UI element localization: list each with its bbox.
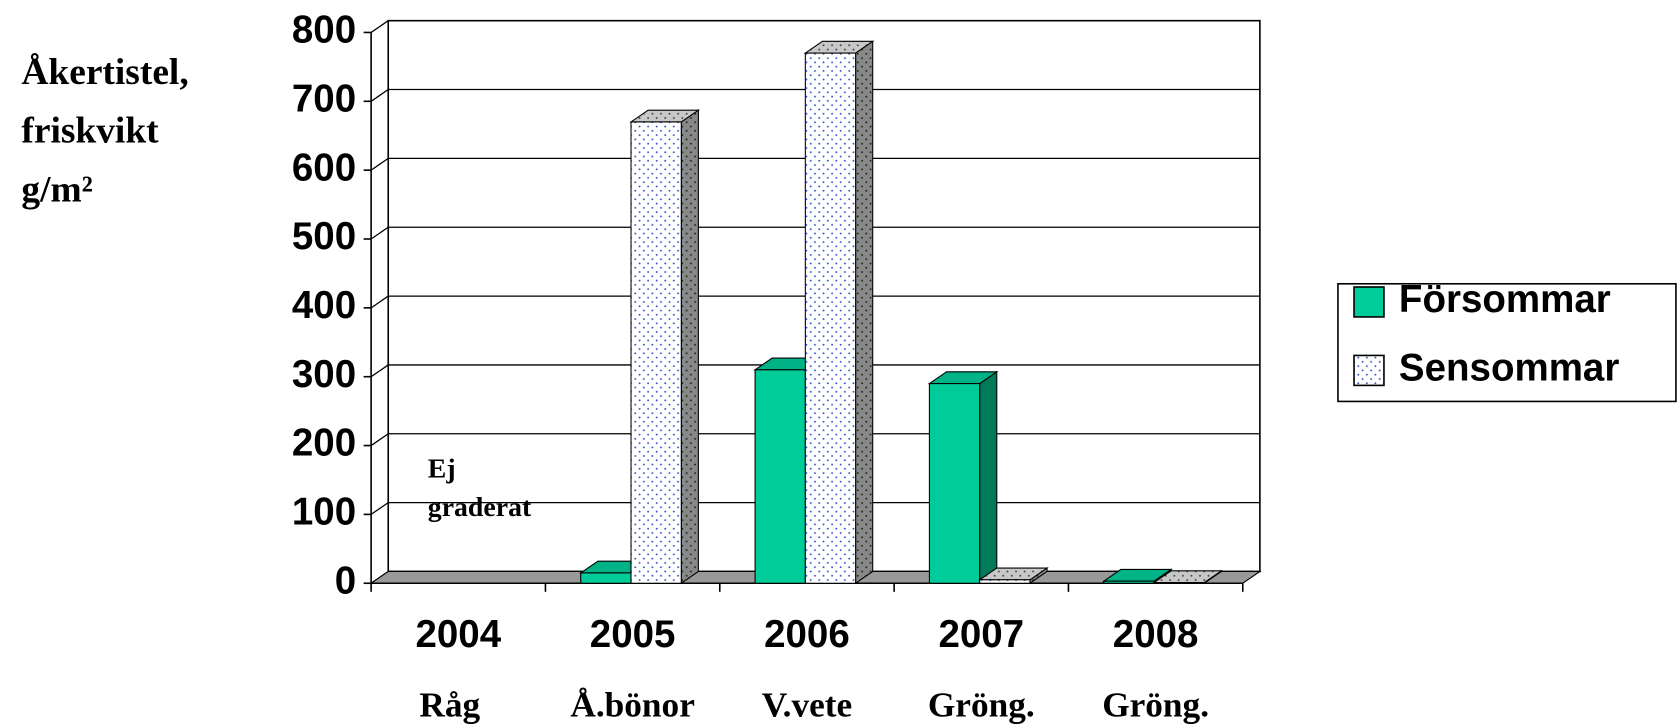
legend-label: Sensommar bbox=[1399, 347, 1619, 390]
y-axis-label: friskvikt bbox=[21, 111, 159, 152]
x-tick-label: 2007 bbox=[938, 613, 1024, 656]
x-tick-label: 2006 bbox=[764, 613, 850, 656]
grid-line bbox=[370, 88, 1260, 102]
bar bbox=[979, 579, 1031, 584]
bar-side bbox=[855, 40, 874, 585]
y-axis-label: Åkertistel, bbox=[21, 52, 188, 93]
x-tick-label: 2004 bbox=[415, 613, 501, 656]
bar bbox=[804, 52, 857, 584]
y-tick-label: 500 bbox=[292, 215, 356, 258]
grid-line bbox=[370, 295, 1260, 309]
bar bbox=[1103, 580, 1155, 584]
crop-label: Gröng. bbox=[1102, 685, 1209, 724]
annotation: graderat bbox=[428, 492, 532, 523]
x-tick-label: 2005 bbox=[590, 613, 676, 656]
grid-line bbox=[370, 226, 1260, 240]
y-tick-label: 600 bbox=[292, 146, 356, 189]
y-tick-label: 100 bbox=[292, 491, 356, 534]
legend-box bbox=[1337, 282, 1677, 403]
grid-line bbox=[370, 157, 1260, 171]
legend-swatch bbox=[1353, 354, 1385, 387]
crop-label: V.vete bbox=[762, 685, 852, 724]
bar bbox=[630, 121, 682, 584]
bar bbox=[1153, 582, 1205, 584]
bar-side bbox=[979, 370, 998, 585]
y-tick-label: 800 bbox=[292, 9, 356, 52]
y-tick-label: 200 bbox=[292, 422, 356, 465]
legend: Försommar Sensommar bbox=[1337, 278, 1677, 403]
crop-label: Råg bbox=[419, 685, 480, 724]
bar bbox=[928, 383, 981, 584]
grid-line bbox=[370, 20, 1260, 33]
bar-side bbox=[680, 109, 699, 585]
grid-line bbox=[370, 364, 1260, 378]
y-tick-label: 400 bbox=[292, 284, 356, 327]
legend-label: Försommar bbox=[1399, 278, 1611, 321]
y-tick-label: 0 bbox=[335, 559, 356, 602]
y-tick-label: 300 bbox=[292, 353, 356, 396]
x-tick-label: 2008 bbox=[1113, 613, 1199, 656]
bar bbox=[754, 369, 806, 584]
crop-label: Gröng. bbox=[928, 685, 1035, 724]
annotation: Ej bbox=[428, 453, 456, 484]
bar bbox=[580, 572, 632, 584]
y-axis-label: g/m² bbox=[21, 169, 92, 210]
legend-swatch bbox=[1353, 286, 1385, 318]
crop-label: Å.bönor bbox=[570, 685, 694, 724]
y-tick-label: 700 bbox=[292, 77, 356, 120]
